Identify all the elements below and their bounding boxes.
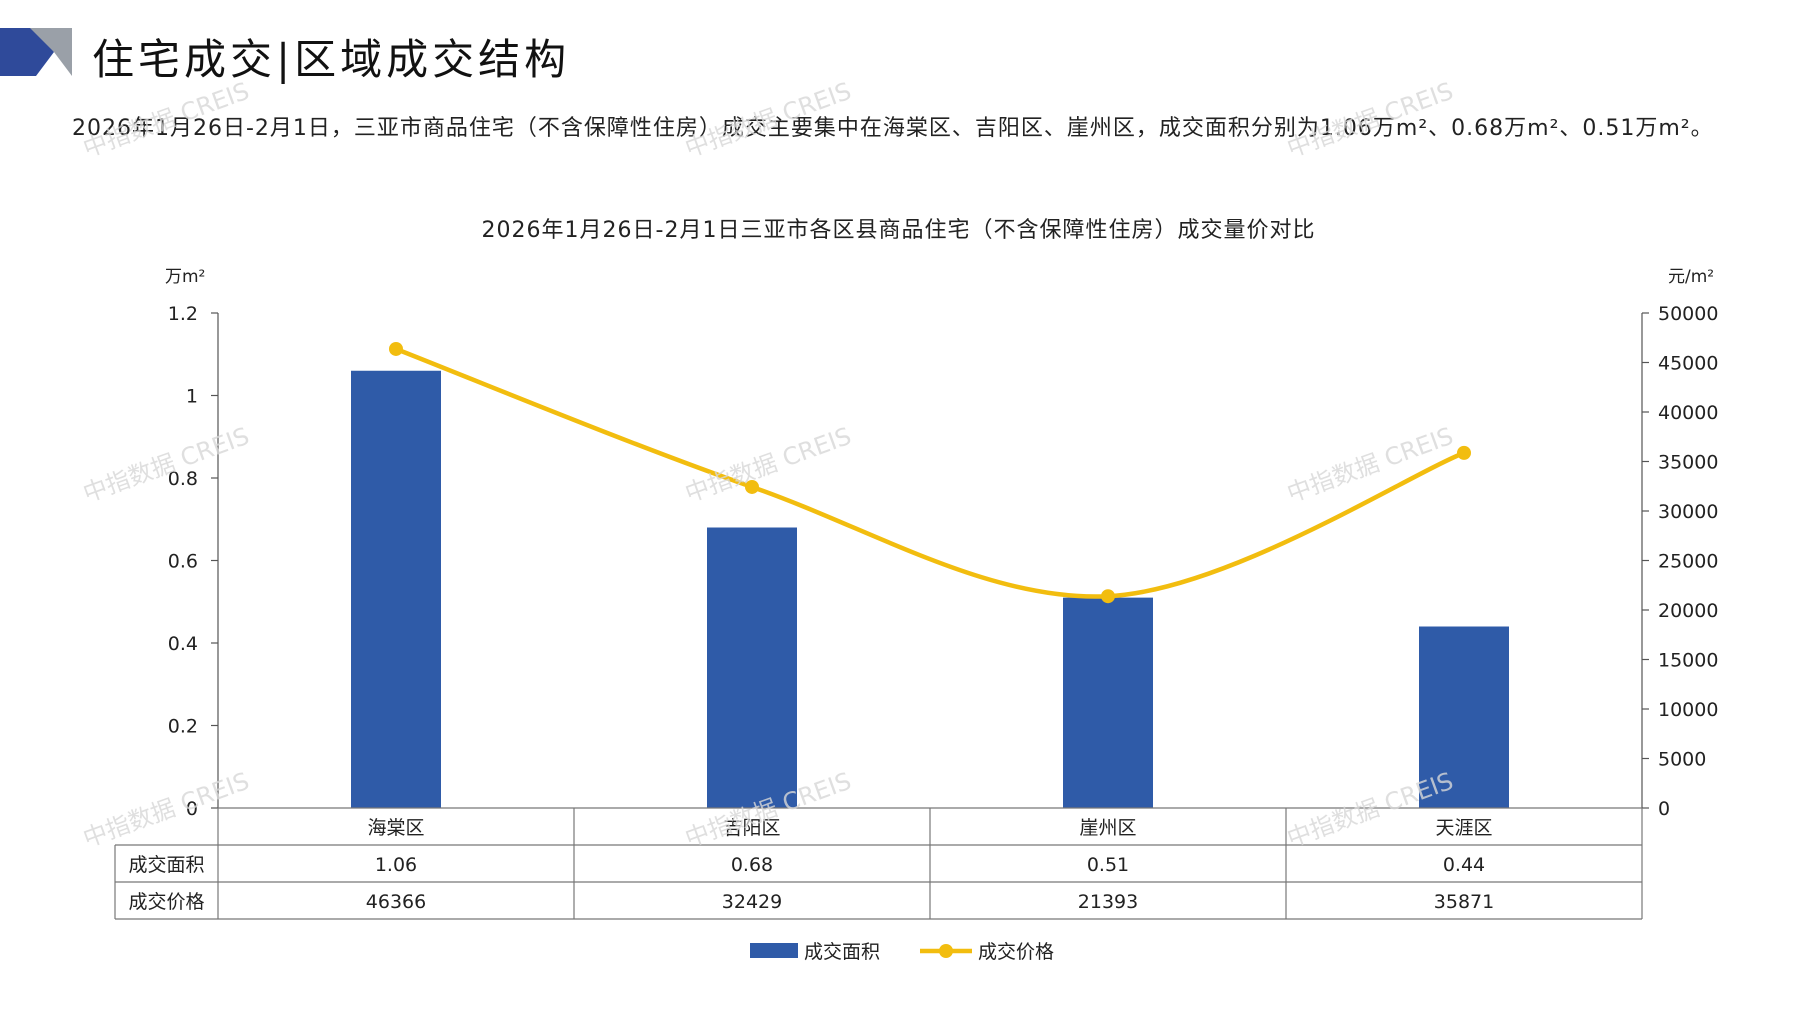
table-cell: 0.44 — [1443, 854, 1485, 876]
bar — [351, 370, 441, 808]
y-right-tick-label: 35000 — [1658, 452, 1718, 474]
y-left-tick-label: 0.6 — [168, 551, 198, 573]
table-cell: 46366 — [366, 891, 426, 913]
table-row-label: 成交面积 — [128, 854, 204, 876]
y-left-tick-label: 0 — [186, 798, 198, 820]
y-left-tick-label: 0.8 — [168, 468, 198, 490]
y-left-tick-label: 1.2 — [168, 303, 198, 325]
y-right-tick-label: 5000 — [1658, 749, 1706, 771]
table-cell: 32429 — [722, 891, 782, 913]
y-left-tick-label: 0.4 — [168, 633, 198, 655]
summary-text: 2026年1月26日-2月1日，三亚市商品住宅（不含保障性住房）成交主要集中在海… — [72, 116, 1714, 141]
y-left-unit: 万m² — [165, 267, 205, 287]
x-category-label: 崖州区 — [1079, 817, 1136, 839]
y-right-tick-label: 0 — [1658, 798, 1670, 820]
price-point — [745, 479, 759, 494]
price-point — [389, 341, 403, 356]
table-cell: 1.06 — [375, 854, 417, 876]
y-right-tick-label: 30000 — [1658, 501, 1718, 523]
header: 住宅成交|区域成交结构 — [0, 22, 1797, 84]
y-right-tick-label: 20000 — [1658, 600, 1718, 622]
table-cell: 35871 — [1434, 891, 1494, 913]
y-right-tick-label: 15000 — [1658, 650, 1718, 672]
table-cell: 0.51 — [1087, 854, 1129, 876]
x-category-label: 吉阳区 — [723, 817, 780, 839]
y-left-tick-label: 0.2 — [168, 716, 198, 738]
legend-line-label: 成交价格 — [978, 941, 1054, 963]
y-right-tick-label: 50000 — [1658, 303, 1718, 325]
y-right-unit: 元/m² — [1668, 267, 1714, 287]
table-cell: 21393 — [1078, 891, 1138, 913]
x-category-label: 海棠区 — [367, 817, 424, 839]
x-category-label: 天涯区 — [1435, 817, 1492, 839]
y-left-tick-label: 1 — [186, 386, 198, 408]
bar — [1063, 597, 1153, 808]
price-point — [1101, 589, 1115, 604]
table-cell: 0.68 — [731, 854, 773, 876]
price-point — [1457, 445, 1471, 460]
chart-title: 2026年1月26日-2月1日三亚市各区县商品住宅（不含保障性住房）成交量价对比 — [481, 218, 1316, 243]
y-right-tick-label: 40000 — [1658, 402, 1718, 424]
bar — [707, 527, 797, 808]
legend-bar-swatch — [750, 943, 798, 958]
table-row-label: 成交价格 — [128, 891, 204, 913]
header-decoration-icon — [0, 28, 72, 76]
bar — [1419, 626, 1509, 808]
legend-bar-label: 成交面积 — [804, 941, 880, 963]
y-right-tick-label: 45000 — [1658, 353, 1718, 375]
price-line — [395, 346, 1465, 599]
y-right-tick-label: 10000 — [1658, 699, 1718, 721]
page-title: 住宅成交|区域成交结构 — [92, 35, 571, 84]
y-right-tick-label: 25000 — [1658, 551, 1718, 573]
legend-line-marker — [939, 944, 953, 958]
